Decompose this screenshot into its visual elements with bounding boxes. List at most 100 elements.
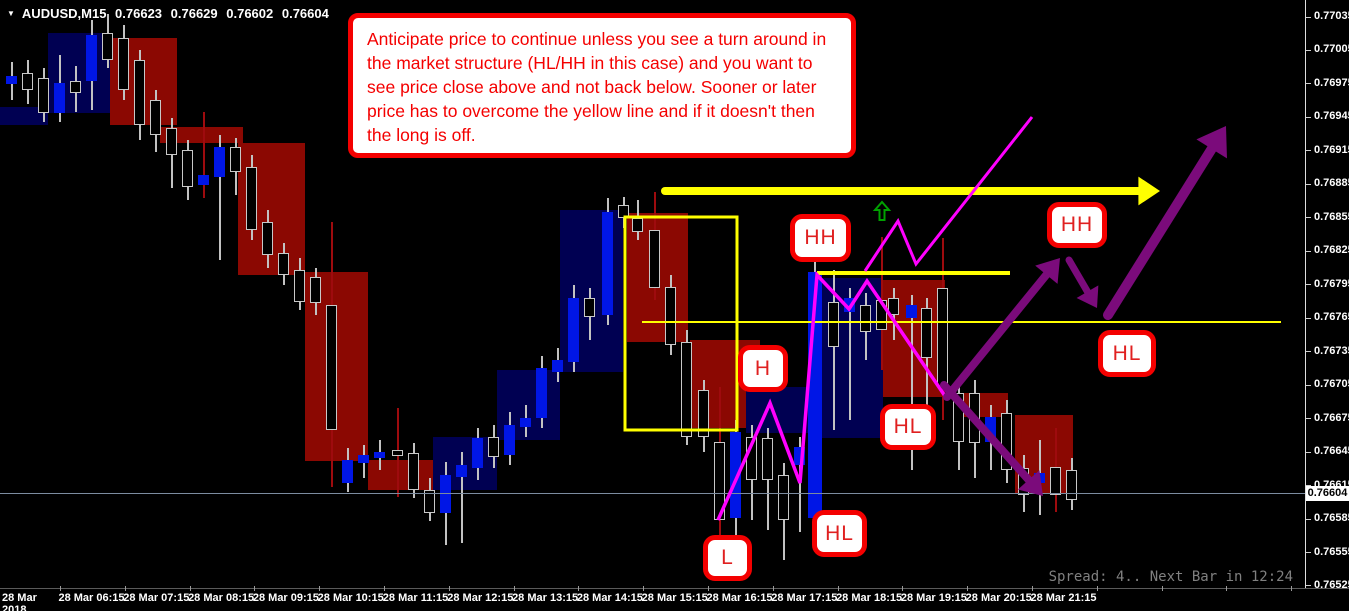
time-axis-tickmark (384, 586, 385, 591)
price-axis-label: 0.76525 (1314, 578, 1349, 591)
candle-body (214, 147, 225, 177)
candle-body (844, 298, 855, 312)
price-axis-tick (1306, 351, 1311, 353)
price-axis-tick (1306, 116, 1311, 118)
candle-body (1050, 467, 1061, 495)
candle-body (536, 368, 547, 418)
structure-label[interactable]: HH (1047, 202, 1107, 248)
structure-label[interactable]: HL (1098, 330, 1156, 377)
candle-body (746, 437, 757, 480)
time-axis-label: 28 Mar 21:15 (1030, 592, 1097, 604)
time-axis-tickmark (902, 586, 904, 591)
candle-body (6, 76, 17, 84)
price-axis-tick (1306, 451, 1311, 453)
price-axis-tick (1306, 485, 1311, 487)
current-price-tag: 0.76604 (1306, 486, 1349, 501)
candle-body (762, 438, 773, 480)
candle-wick (832, 270, 835, 430)
candle-body (969, 393, 980, 443)
htf-candle-block (160, 127, 243, 143)
time-axis[interactable]: 28 Mar 2018 28 Mar 06:15 28 Mar 07:15 28 Ma… (0, 586, 1349, 611)
time-axis-label: 28 Mar 09:15 (252, 592, 319, 604)
time-axis-tickmark (708, 586, 709, 591)
price-axis-tick (1306, 384, 1311, 386)
arrow-head (1138, 176, 1160, 206)
candle-body (262, 222, 273, 255)
price-axis-label: 0.76885 (1314, 177, 1349, 190)
arrow-shaft (943, 270, 1051, 401)
price-axis[interactable]: 0.77035 0.77005 0.76975 0.76945 0.76915 0.768… (1305, 0, 1349, 591)
arrow-shaft (1103, 143, 1217, 320)
price-axis-label: 0.76855 (1314, 210, 1349, 223)
candle-body (456, 465, 467, 477)
annotation-note-text: Anticipate price to continue unless you … (367, 29, 827, 145)
price-axis-label: 0.76585 (1314, 512, 1349, 525)
annotation-note-box[interactable]: Anticipate price to continue unless you … (348, 13, 856, 158)
structure-label[interactable]: HH (790, 214, 851, 262)
structure-label[interactable]: L (703, 535, 752, 581)
price-axis-label: 0.77005 (1314, 43, 1349, 56)
candle-body (326, 305, 337, 430)
time-axis-label: 28 Mar 11:15 (382, 592, 449, 604)
time-axis-label: 28 Mar 19:15 (900, 592, 967, 604)
candle-body (778, 475, 789, 520)
time-axis-tickmark (1161, 586, 1163, 591)
candle-body (906, 305, 917, 318)
htf-candle-block (746, 387, 810, 433)
time-axis-tickmark (578, 586, 580, 591)
time-axis-label: 28 Mar 10:15 (317, 592, 384, 604)
symbol-dropdown-icon[interactable]: ▼ (7, 9, 15, 18)
structure-label[interactable]: H (738, 345, 788, 392)
candle-body (424, 490, 435, 513)
time-axis-label: 28 Mar 07:15 (123, 592, 190, 604)
htf-candle-block (0, 107, 48, 125)
candle-body (921, 308, 932, 358)
price-axis-tick (1306, 317, 1311, 319)
candle-body (730, 432, 741, 518)
time-axis-tickmark (1226, 586, 1228, 591)
time-axis-tickmark (1032, 586, 1033, 591)
time-axis-tickmark (967, 586, 969, 591)
green-up-arrow-icon (872, 200, 892, 221)
price-axis-label: 0.76555 (1314, 545, 1349, 558)
candle-body (1001, 413, 1012, 470)
price-axis-tick (1306, 183, 1311, 185)
candle-body (22, 73, 33, 90)
candle-body (198, 175, 209, 185)
time-axis-label: 28 Mar 06:15 (58, 592, 125, 604)
time-axis-tickmark (837, 586, 839, 591)
candle-body (714, 442, 725, 520)
time-axis-tickmark (124, 586, 126, 591)
time-axis-label: 28 Mar 16:15 (706, 592, 773, 604)
candle-body (649, 230, 660, 288)
time-axis-label: 28 Mar 08:15 (188, 592, 255, 604)
candle-body (985, 417, 996, 442)
candle-body (70, 81, 81, 93)
candle-body (618, 205, 629, 218)
candle-body (102, 33, 113, 60)
time-axis-tickmark (448, 586, 450, 591)
price-axis-tick (1306, 552, 1311, 554)
candle-body (828, 302, 839, 347)
candle-body (374, 452, 385, 458)
candle-body (472, 438, 483, 468)
candle-body (876, 300, 887, 330)
candle-body (665, 287, 676, 345)
time-axis-label: 28 Mar 18:15 (836, 592, 903, 604)
chart-plot-area[interactable]: HH H HL L HL HH HL (0, 0, 1305, 588)
price-axis-label: 0.76765 (1314, 311, 1349, 324)
candle-body (794, 447, 805, 465)
candle-body (953, 393, 964, 442)
price-axis-tick (1306, 518, 1311, 520)
arrow-head (1035, 258, 1060, 284)
structure-label[interactable]: HL (812, 510, 867, 557)
time-axis-tickmark (189, 586, 191, 591)
candle-body (230, 147, 241, 172)
candle-body (166, 128, 177, 155)
candle-body (358, 455, 369, 463)
price-axis-label: 0.76675 (1314, 411, 1349, 424)
candle-wick (218, 135, 221, 260)
structure-label[interactable]: HL (880, 404, 936, 450)
price-axis-tick (1306, 585, 1311, 587)
candle-body (568, 298, 579, 362)
